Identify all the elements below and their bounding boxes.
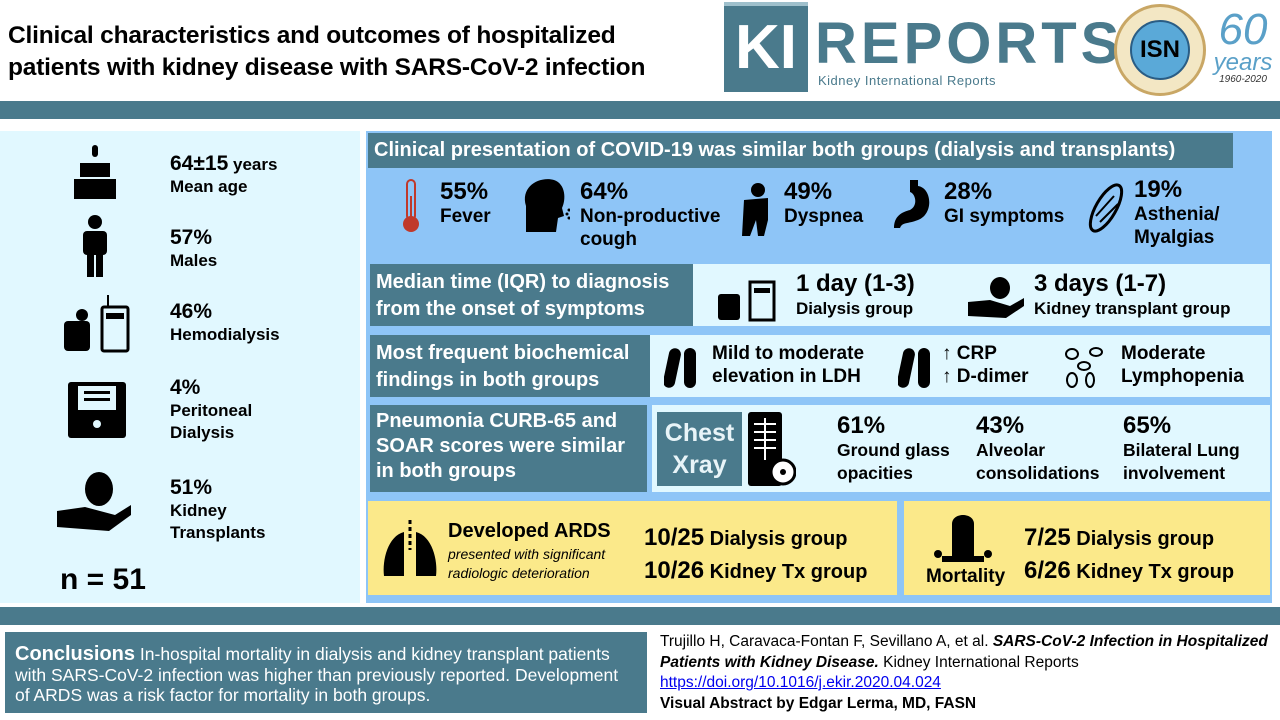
- test-tubes-icon: [898, 348, 930, 388]
- transplant-diagnosis-time: 3 days (1-7) Kidney transplant group: [1034, 270, 1231, 319]
- thermometer-icon: [403, 179, 419, 232]
- cough-icon: [524, 179, 570, 232]
- cake-icon: [74, 145, 116, 199]
- peritoneal-dialysis-icon: [68, 382, 126, 438]
- demographics-panel: 64±15 years Mean age 57% Males 46% Hemodial…: [0, 131, 360, 603]
- ards-box: [368, 501, 897, 595]
- diagnosis-time-heading: Median time (IQR) to diagnosis from the o…: [370, 264, 693, 326]
- hemodialysis: 46% Hemodialysis: [170, 300, 280, 345]
- finding-alveolar: 43% Alveolar consolidations: [976, 412, 1100, 484]
- ards-subtitle: presented with significant radiologic det…: [448, 546, 606, 581]
- mean-age: 64±15 years Mean age: [170, 152, 278, 197]
- symptom-cough: 64% Non-productive cough: [580, 178, 721, 251]
- journal-name: Kidney International Reports: [818, 73, 997, 88]
- divider-bar: [0, 607, 1280, 625]
- ki-logo: KI: [724, 2, 808, 92]
- stomach-icon: [894, 180, 930, 228]
- peritoneal-dialysis: 4% Peritoneal Dialysis: [170, 376, 253, 443]
- gravestone-icon: [934, 515, 992, 562]
- reports-logo-text: REPORTS: [815, 11, 1124, 76]
- crp-ddimer-finding: ↑ CRP ↑ D-dimer: [942, 343, 1029, 387]
- hemodialysis-icon: [64, 295, 130, 353]
- males: 57% Males: [170, 226, 218, 271]
- symptom-fever: 55% Fever: [440, 178, 491, 228]
- symptom-gi: 28% GI symptoms: [944, 178, 1065, 228]
- lymphocytes-icon: [1065, 347, 1103, 388]
- pneumonia-heading: Pneumonia CURB-65 and SOAR scores were si…: [370, 405, 647, 492]
- presentation-heading: Clinical presentation of COVID-19 was si…: [368, 133, 1233, 168]
- lymphopenia-finding: Moderate Lymphopenia: [1121, 343, 1244, 387]
- citation: Trujillo H, Caravaca-Fontan F, Sevillano…: [660, 633, 1268, 712]
- isn-seal-logo: ISN: [1114, 4, 1206, 96]
- symptom-asthenia: 19% Asthenia/Myalgias: [1134, 176, 1220, 249]
- anniversary-logo: 60 years 1960-2020: [1213, 5, 1273, 86]
- finding-bilateral: 65% Bilateral Lung involvement: [1123, 412, 1240, 484]
- hemodialysis-icon: [718, 280, 776, 322]
- lungs-icon: [383, 520, 437, 576]
- chest-xray-label: Chest Xray: [657, 412, 742, 486]
- biochemical-box: [650, 335, 1270, 397]
- doi-link[interactable]: https://doi.org/10.1016/j.ekir.2020.04.0…: [660, 674, 941, 691]
- page-title: Clinical characteristics and outcomes of…: [8, 22, 646, 81]
- mortality-results: 7/25 Dialysis group 6/26 Kidney Tx group: [1024, 524, 1235, 584]
- ards-title: Developed ARDS: [448, 520, 611, 542]
- conclusions-box: Conclusions In-hospital mortality in dia…: [5, 632, 647, 713]
- biochemical-heading: Most frequent biochemical findings in bot…: [370, 335, 650, 397]
- sample-size: n = 51: [60, 563, 146, 596]
- symptom-dyspnea: 49% Dyspnea: [784, 178, 864, 228]
- finding-ground-glass: 61% Ground glass opacities: [837, 412, 950, 484]
- muscle-icon: [1088, 183, 1124, 233]
- person-icon: [83, 215, 107, 277]
- xray-radiation-icon: [748, 412, 796, 486]
- dyspnea-icon: [742, 183, 768, 236]
- kidney-transplants: 51% Kidney Transplants: [170, 476, 266, 543]
- ldh-finding: Mild to moderate elevation in LDH: [712, 343, 865, 387]
- mortality-title: Mortality: [926, 566, 1006, 587]
- ards-results: 10/25 Dialysis group 10/26 Kidney Tx grou…: [644, 524, 868, 584]
- divider-bar: [0, 101, 1280, 119]
- test-tubes-icon: [664, 348, 696, 388]
- dialysis-diagnosis-time: 1 day (1-3) Dialysis group: [796, 270, 915, 319]
- kidney-transplant-icon: [968, 277, 1024, 318]
- kidney-transplant-icon: [57, 472, 131, 531]
